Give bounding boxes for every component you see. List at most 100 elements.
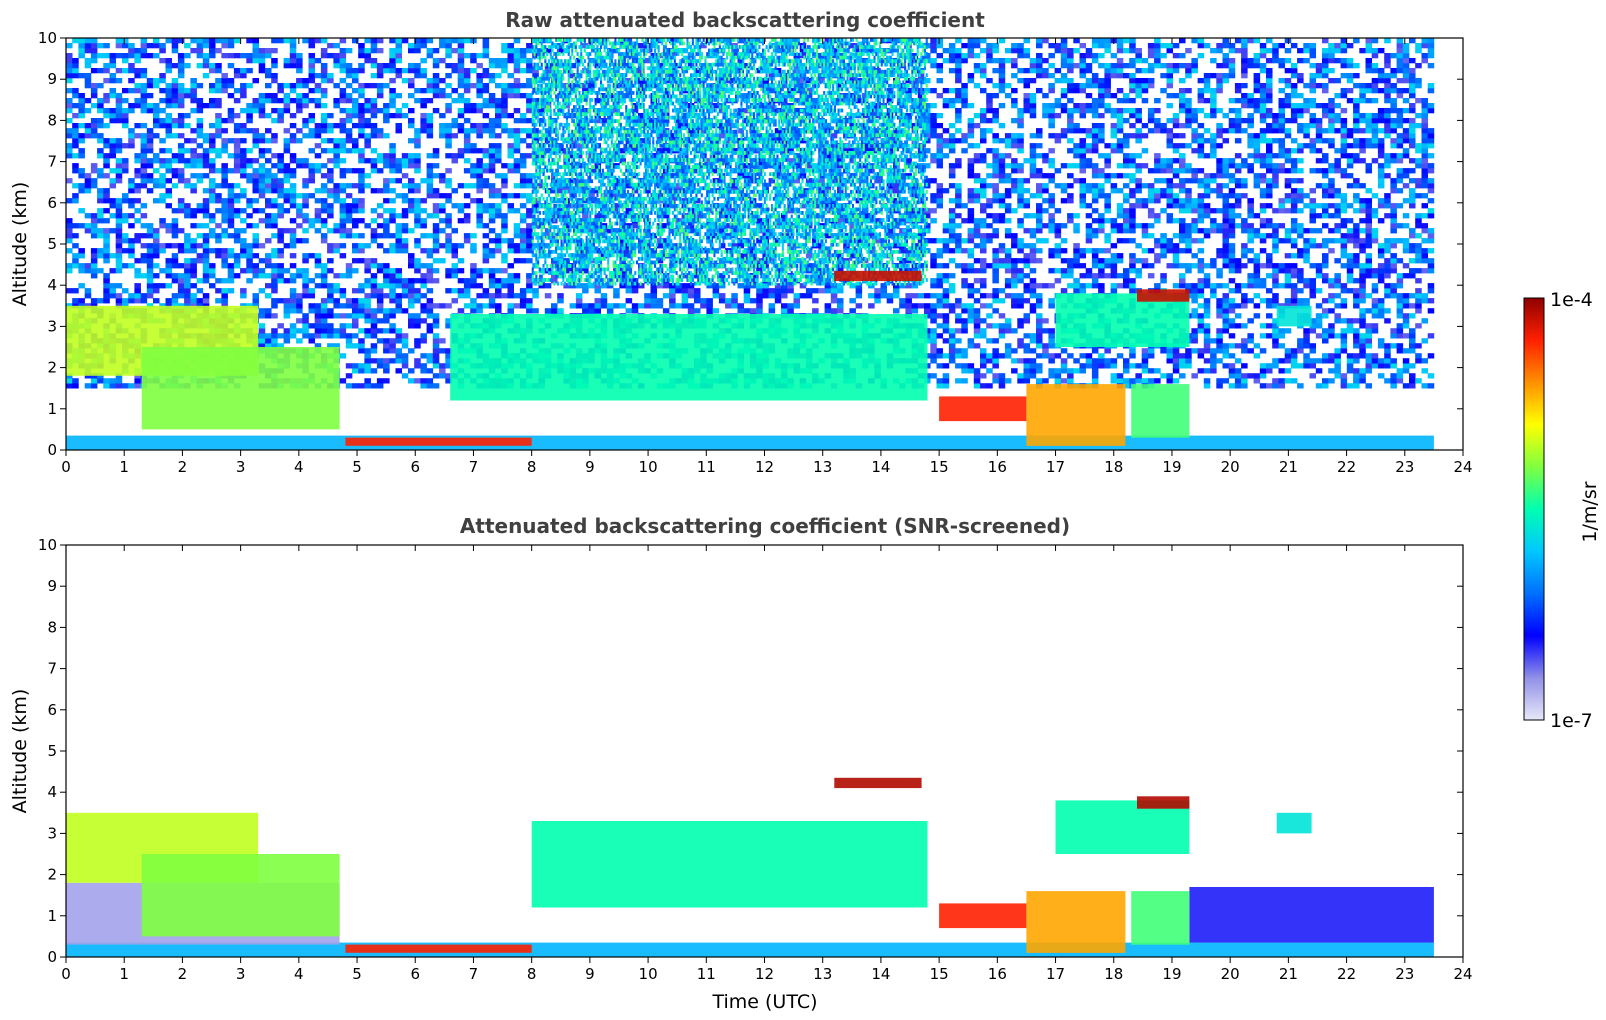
x-tick-label: 6	[410, 965, 420, 983]
colorbar: 1e-4 1e-7 1/m/sr	[1523, 289, 1601, 732]
x-tick-label: 12	[755, 458, 774, 476]
colorbar-min-label: 1e-7	[1550, 710, 1593, 732]
x-tick-label: 3	[236, 965, 246, 983]
y-tick-label: 6	[47, 194, 57, 212]
colorbar-gradient	[1523, 297, 1545, 721]
x-tick-label: 24	[1453, 965, 1472, 983]
x-tick-label: 16	[988, 965, 1007, 983]
backscatter-layer-6	[531, 821, 928, 908]
backscatter-layer-8	[939, 903, 1027, 929]
x-tick-label: 7	[469, 965, 479, 983]
x-tick-label: 17	[1046, 965, 1065, 983]
x-tick-label: 0	[61, 458, 71, 476]
y-tick-label: 10	[38, 29, 57, 47]
backscatter-layer-7	[834, 777, 922, 789]
x-tick-label: 11	[697, 965, 716, 983]
x-tick-label: 22	[1337, 458, 1356, 476]
y-axis-label-raw: Altitude (km)	[9, 182, 31, 307]
panel-title-screened: Attenuated backscattering coefficient (S…	[460, 514, 1070, 538]
x-tick-label: 10	[639, 965, 658, 983]
y-tick-label: 8	[47, 618, 57, 636]
x-tick-label: 8	[527, 965, 537, 983]
axis-ticks-screened: 0 1 2 3 4 5 6 7 8 9 10 11 12 13 14 15 16 17 18 19 20 21 22 23 24…	[38, 536, 1473, 983]
y-tick-label: 2	[47, 866, 57, 884]
colorbar-max-label: 1e-4	[1550, 289, 1593, 311]
y-tick-label: 4	[47, 783, 57, 801]
backscatter-layer-10	[1131, 891, 1190, 945]
colorbar-unit-label: 1/m/sr	[1579, 481, 1601, 542]
x-tick-label: 22	[1337, 965, 1356, 983]
backscatter-layer-9	[1026, 384, 1126, 446]
axis-ticks-raw: 0 1 2 3 4 5 6 7 8 9 10 11 12 13 14 15 16 17 18 19 20 21 22 23 24…	[38, 29, 1473, 476]
x-tick-label: 19	[1162, 458, 1181, 476]
x-tick-label: 5	[352, 965, 362, 983]
heatmap-image-screened	[66, 777, 1434, 957]
x-tick-label: 20	[1221, 965, 1240, 983]
y-tick-label: 0	[47, 441, 57, 459]
x-tick-label: 2	[178, 458, 188, 476]
panel-title-raw: Raw attenuated backscattering coefficien…	[505, 8, 985, 32]
x-tick-label: 11	[697, 458, 716, 476]
x-tick-label: 20	[1221, 458, 1240, 476]
x-tick-label: 1	[119, 965, 129, 983]
backscatter-layer-8	[939, 396, 1027, 422]
backscatter-layer-11	[1055, 293, 1190, 347]
x-tick-label: 4	[294, 965, 304, 983]
x-tick-label: 15	[930, 458, 949, 476]
x-tick-label: 8	[527, 458, 537, 476]
x-tick-label: 10	[639, 458, 658, 476]
x-tick-label: 5	[352, 458, 362, 476]
backscatter-layer-0	[66, 942, 1434, 957]
x-tick-label: 19	[1162, 965, 1181, 983]
panel-screened: Attenuated backscattering coefficient (S…	[9, 514, 1473, 1013]
backscatter-layer-13	[1276, 812, 1312, 834]
y-tick-label: 2	[47, 359, 57, 377]
x-tick-label: 9	[585, 458, 595, 476]
y-tick-label: 3	[47, 317, 57, 335]
y-tick-label: 7	[47, 153, 57, 171]
x-tick-label: 14	[871, 458, 890, 476]
x-tick-label: 13	[813, 965, 832, 983]
x-tick-label: 16	[988, 458, 1007, 476]
x-tick-label: 0	[61, 965, 71, 983]
x-tick-label: 9	[585, 965, 595, 983]
backscatter-layer-12	[1137, 796, 1190, 809]
x-tick-label: 17	[1046, 458, 1065, 476]
backscatter-layer-13	[1276, 305, 1312, 327]
backscatter-layer-2	[1189, 887, 1434, 943]
backscatter-layer-9	[1026, 891, 1126, 953]
x-tick-label: 14	[871, 965, 890, 983]
x-tick-label: 15	[930, 965, 949, 983]
x-tick-label: 2	[178, 965, 188, 983]
x-tick-label: 18	[1104, 965, 1123, 983]
heatmap-image-raw	[66, 38, 1435, 450]
backscatter-layer-7	[834, 270, 922, 282]
y-tick-label: 1	[47, 400, 57, 418]
y-tick-label: 5	[47, 742, 57, 760]
x-tick-label: 23	[1395, 458, 1414, 476]
backscatter-layer-2	[66, 435, 1434, 450]
backscatter-layer-5	[141, 854, 340, 937]
x-tick-label: 21	[1279, 458, 1298, 476]
y-tick-label: 1	[47, 907, 57, 925]
backscatter-layer-11	[1055, 800, 1190, 854]
y-tick-label: 7	[47, 660, 57, 678]
backscatter-layer-3	[345, 437, 532, 446]
y-tick-label: 8	[47, 111, 57, 129]
x-tick-label: 12	[755, 965, 774, 983]
backscatter-layer-6	[450, 314, 928, 401]
y-tick-label: 5	[47, 235, 57, 253]
x-axis-label: Time (UTC)	[711, 991, 817, 1013]
y-tick-label: 10	[38, 536, 57, 554]
x-tick-label: 1	[119, 458, 129, 476]
x-tick-label: 6	[410, 458, 420, 476]
x-tick-label: 4	[294, 458, 304, 476]
x-tick-label: 7	[469, 458, 479, 476]
y-tick-label: 0	[47, 948, 57, 966]
y-tick-label: 3	[47, 824, 57, 842]
backscatter-layer-12	[1137, 289, 1190, 302]
x-tick-label: 13	[813, 458, 832, 476]
y-tick-label: 4	[47, 276, 57, 294]
y-tick-label: 9	[47, 70, 57, 88]
